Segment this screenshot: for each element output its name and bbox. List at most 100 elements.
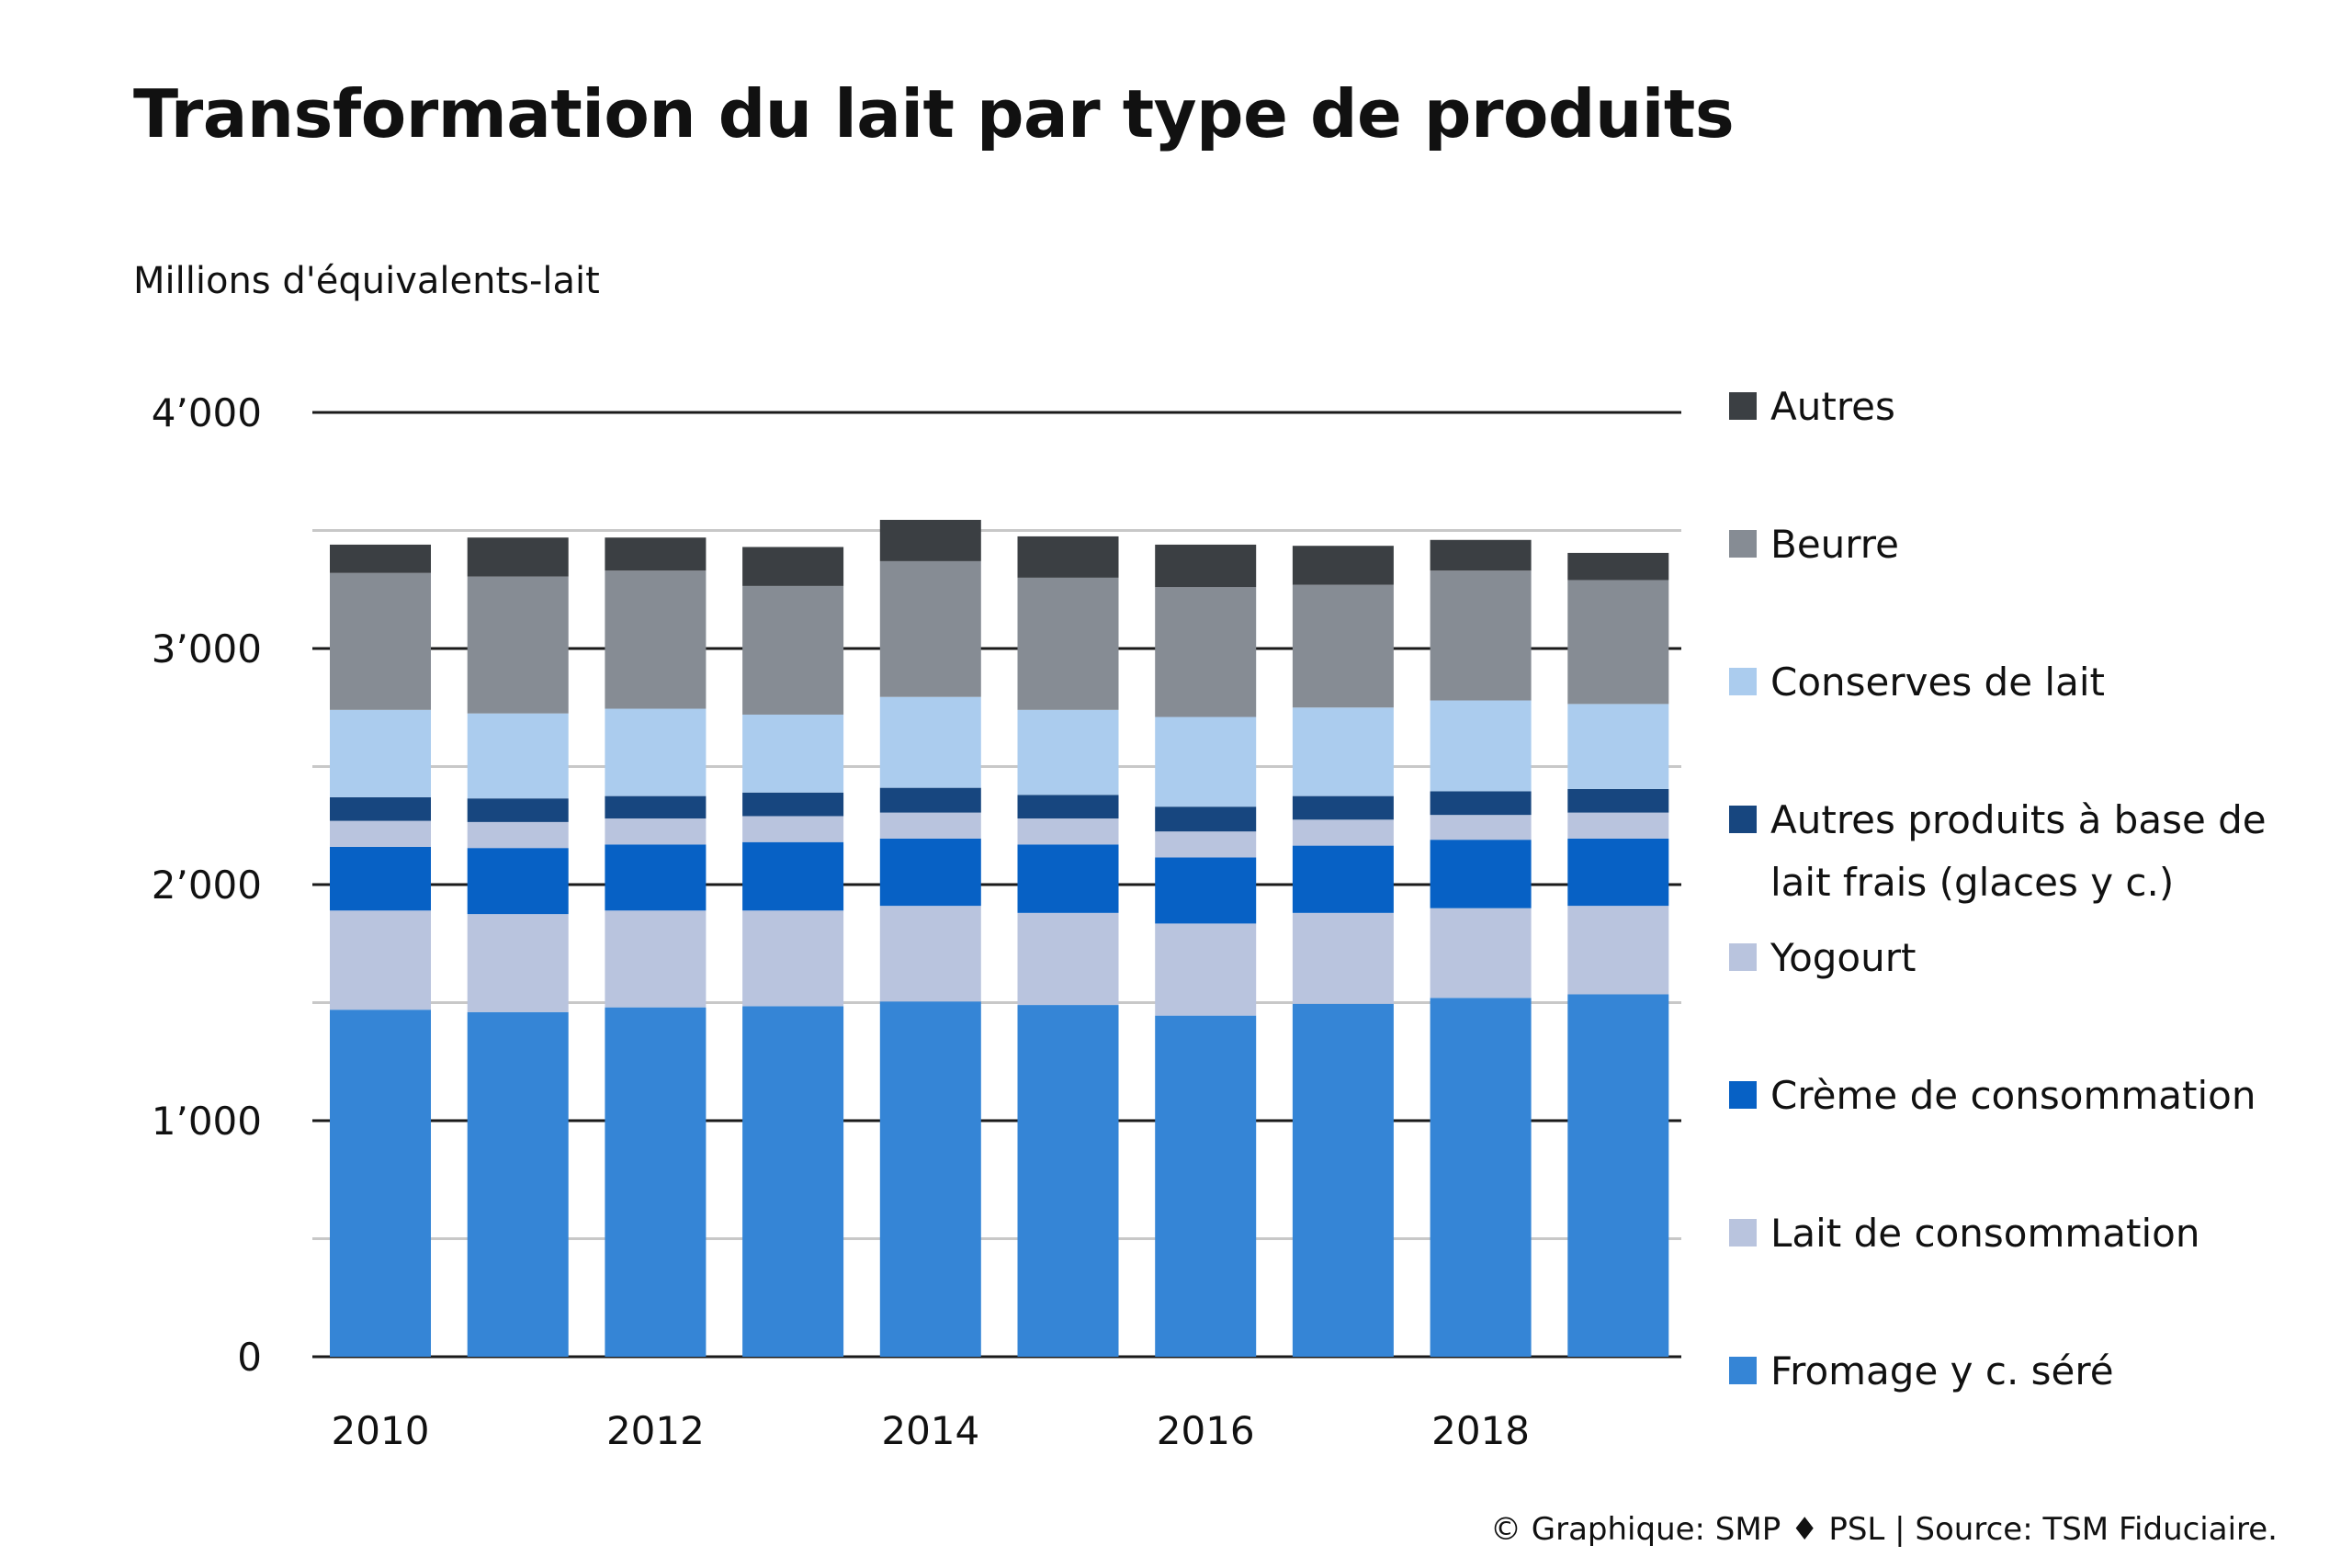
y-tick-label-4: 4’000 — [152, 390, 262, 435]
bar-2010-series-1 — [330, 910, 431, 1010]
legend-swatch-6 — [1729, 530, 1757, 558]
x-tick-label-2010: 2010 — [332, 1408, 430, 1453]
source-credit: © Graphique: SMP ♦ PSL | Source: TSM Fid… — [1489, 1511, 2278, 1548]
bar-2018-series-7 — [1430, 539, 1532, 571]
y-tick-label-1: 1’000 — [152, 1099, 262, 1144]
bar-2016-series-5 — [1155, 716, 1257, 807]
bar-2014-series-5 — [879, 696, 981, 788]
bar-2010-series-3 — [330, 820, 431, 847]
bar-2012-series-6 — [605, 570, 707, 709]
bar-2011-series-1 — [467, 914, 569, 1012]
bar-2015-series-4 — [1017, 795, 1119, 819]
bar-2014-series-0 — [879, 1001, 981, 1357]
legend-label-0: Fromage y c. séré — [1770, 1348, 2114, 1393]
legend-label-3: Yogourt — [1770, 935, 1916, 980]
bar-2019-series-7 — [1567, 552, 1669, 581]
bar-2013-series-3 — [742, 816, 844, 842]
bar-2011-series-3 — [467, 821, 569, 849]
bar-2011-series-4 — [467, 798, 569, 822]
bar-2015-series-7 — [1017, 536, 1119, 578]
bar-2011-series-7 — [467, 537, 569, 577]
bar-2013-series-1 — [742, 910, 844, 1007]
bar-2017-series-7 — [1292, 546, 1394, 585]
bar-2016-series-0 — [1155, 1015, 1257, 1357]
chart-title: Transformation du lait par type de produ… — [133, 75, 1735, 152]
bar-2019-series-6 — [1567, 580, 1669, 705]
bars — [330, 519, 1669, 1357]
bar-2013-series-7 — [742, 547, 844, 586]
bar-2016-series-7 — [1155, 544, 1257, 588]
x-tick-label-2014: 2014 — [881, 1408, 979, 1453]
bar-2010-series-7 — [330, 544, 431, 573]
bar-2018-series-6 — [1430, 570, 1532, 701]
bar-2015-series-1 — [1017, 912, 1119, 1006]
bar-2014-series-7 — [879, 519, 981, 561]
bar-2019-series-4 — [1567, 788, 1669, 813]
legend-label-2: Crème de consommation — [1770, 1073, 2256, 1118]
bar-2019-series-1 — [1567, 906, 1669, 995]
bar-2015-series-0 — [1017, 1005, 1119, 1357]
legend-label-5: Conserves de lait — [1770, 660, 2105, 705]
bar-2014-series-1 — [879, 906, 981, 1002]
bar-2011-series-5 — [467, 713, 569, 799]
y-tick-label-2: 2’000 — [152, 863, 262, 908]
bar-2015-series-5 — [1017, 709, 1119, 795]
bar-2011-series-0 — [467, 1011, 569, 1357]
bar-2012-series-1 — [605, 910, 707, 1008]
bar-2014-series-6 — [879, 560, 981, 697]
bar-2017-series-3 — [1292, 819, 1394, 846]
bar-2015-series-2 — [1017, 844, 1119, 913]
bar-2019-series-2 — [1567, 838, 1669, 907]
bar-2019-series-3 — [1567, 812, 1669, 839]
bar-2016-series-6 — [1155, 587, 1257, 717]
x-tick-label-2018: 2018 — [1431, 1408, 1530, 1453]
bar-2014-series-2 — [879, 838, 981, 907]
legend-swatch-1 — [1729, 1219, 1757, 1247]
bar-2017-series-6 — [1292, 584, 1394, 708]
legend-swatch-4 — [1729, 806, 1757, 833]
bar-2012-series-3 — [605, 818, 707, 845]
legend-label-4: Autres produits à base de lait frais (gla… — [1770, 797, 2267, 905]
bar-2014-series-4 — [879, 787, 981, 813]
bar-2013-series-2 — [742, 841, 844, 911]
bar-2012-series-0 — [605, 1007, 707, 1357]
bar-2011-series-6 — [467, 576, 569, 714]
bar-2010-series-0 — [330, 1010, 431, 1357]
legend-swatch-7 — [1729, 392, 1757, 420]
x-tick-label-2012: 2012 — [606, 1408, 705, 1453]
legend-swatch-0 — [1729, 1357, 1757, 1384]
bar-2013-series-5 — [742, 714, 844, 793]
bar-2016-series-3 — [1155, 831, 1257, 858]
bar-2015-series-3 — [1017, 818, 1119, 845]
bar-2010-series-2 — [330, 846, 431, 911]
bar-2018-series-1 — [1430, 908, 1532, 998]
bar-2013-series-6 — [742, 585, 844, 715]
bar-2010-series-5 — [330, 709, 431, 797]
bar-2017-series-1 — [1292, 912, 1394, 1004]
bar-2018-series-3 — [1430, 815, 1532, 840]
bar-2012-series-7 — [605, 537, 707, 571]
bar-2016-series-2 — [1155, 857, 1257, 924]
y-tick-label-3: 3’000 — [152, 626, 262, 671]
bar-2013-series-0 — [742, 1006, 844, 1357]
y-tick-label-0: 0 — [237, 1335, 262, 1380]
y-axis-ticks: 0 1’000 2’000 3’000 4’000 — [152, 390, 262, 1380]
y-axis-label: Millions d'équivalents-lait — [133, 260, 600, 302]
legend-swatch-5 — [1729, 668, 1757, 695]
bar-2019-series-5 — [1567, 704, 1669, 789]
legend-label-7: Autres — [1770, 384, 1895, 429]
legend-label-1: Lait de consommation — [1770, 1211, 2199, 1256]
bar-2016-series-4 — [1155, 807, 1257, 832]
bar-2017-series-0 — [1292, 1003, 1394, 1357]
bar-2010-series-4 — [330, 796, 431, 821]
bar-2013-series-4 — [742, 792, 844, 817]
bar-2011-series-2 — [467, 848, 569, 915]
legend-swatch-2 — [1729, 1081, 1757, 1109]
bar-2012-series-4 — [605, 795, 707, 819]
legend: Autres Beurre Conserves de lait Autres prod… — [1729, 384, 2267, 1393]
bar-2012-series-5 — [605, 708, 707, 796]
bar-2017-series-2 — [1292, 845, 1394, 913]
bar-2019-series-0 — [1567, 994, 1669, 1357]
legend-swatch-3 — [1729, 943, 1757, 971]
